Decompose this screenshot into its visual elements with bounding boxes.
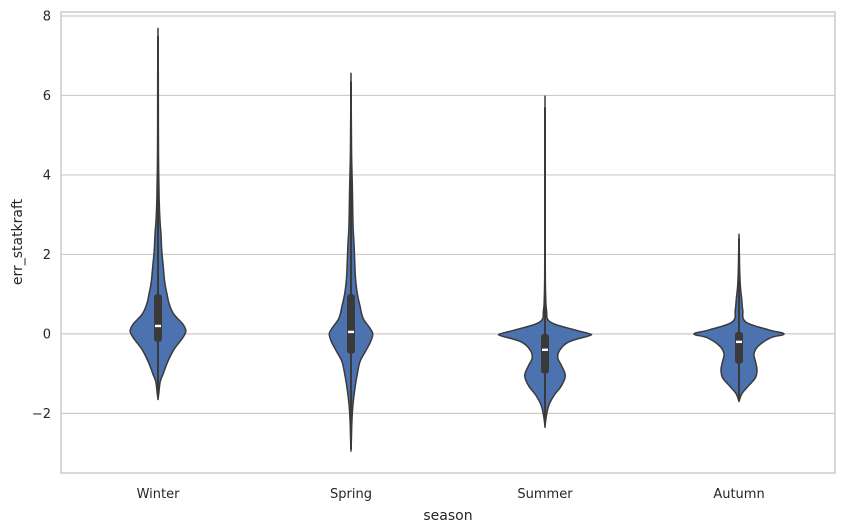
x-tick-labels: Winter Spring Summer Autumn [137,487,765,502]
y-tick-label: −2 [32,407,51,422]
x-tick-label: Spring [330,487,372,502]
violins [129,27,785,452]
violin-median [736,340,742,344]
violin-median [542,348,548,352]
violin-iqr-box [347,294,355,354]
y-tick-label: 2 [43,248,51,263]
y-tick-labels: −2 0 2 4 6 8 [32,9,51,421]
violin-spring [328,72,374,452]
violin-iqr-box [541,333,549,374]
violin-median [348,330,354,334]
y-axis-label: err_statkraft [10,198,26,285]
violin-iqr-box [735,331,743,364]
x-tick-label: Summer [517,487,573,502]
violin-summer [497,95,593,429]
x-axis-label: season [423,508,472,524]
y-tick-label: 4 [43,168,51,183]
x-tick-label: Winter [137,487,181,502]
y-tick-label: 6 [43,89,51,104]
x-tick-label: Autumn [713,487,764,502]
y-tick-label: 8 [43,9,51,24]
violin-winter [129,27,187,401]
grid-lines [61,15,835,414]
violin-autumn [693,233,785,403]
violin-iqr-box [154,294,162,342]
violin-median [155,324,161,328]
y-tick-label: 0 [43,327,51,342]
plot-frame [60,11,836,474]
